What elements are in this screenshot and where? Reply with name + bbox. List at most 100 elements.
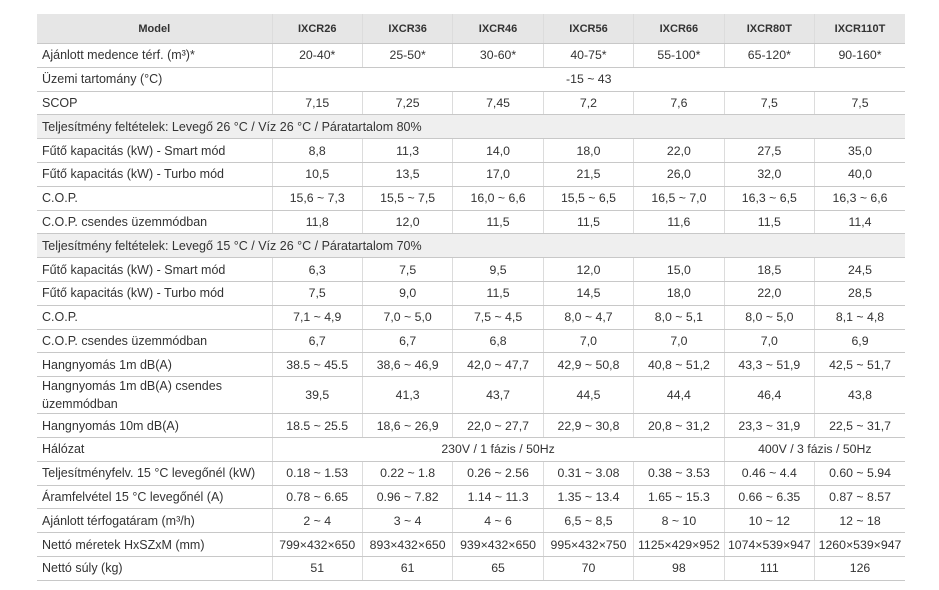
value-cell: 7,0 xyxy=(542,329,634,354)
section-label: Teljesítmény feltételek: Levegő 26 °C / … xyxy=(37,114,905,140)
table-row: C.O.P. 15,6 ~ 7,3 15,5 ~ 7,5 16,0 ~ 6,6 15,5… xyxy=(37,186,905,211)
value-cell: 40,8 ~ 51,2 xyxy=(633,352,725,378)
value-cell: 13,5 xyxy=(361,162,453,187)
value-cell: 65 xyxy=(452,556,544,581)
table-row: SCOP 7,15 7,25 7,45 7,2 7,6 7,5 7,5 xyxy=(37,91,905,116)
table-row: Nettó méretek HxSZxM (mm) 799×432×650 893×… xyxy=(37,532,905,557)
table-row: Fűtő kapacitás (kW) - Turbo mód 10,5 13,5 1… xyxy=(37,162,905,187)
value-cell: 30-60* xyxy=(452,43,544,68)
value-cell: 11,5 xyxy=(452,210,544,235)
value-cell: 6,8 xyxy=(452,329,544,354)
value-cell: 18.5 ~ 25.5 xyxy=(271,413,363,438)
value-cell: 55-100* xyxy=(633,43,725,68)
value-cell: 18,5 xyxy=(723,257,815,282)
value-cell: -15 ~ 43 xyxy=(271,67,905,92)
value-cell: 0.66 ~ 6.35 xyxy=(723,485,815,510)
value-cell: 70 xyxy=(542,556,634,581)
table-row: Teljesítményfelv. 15 °C levegőnél (kW) 0.… xyxy=(37,461,905,486)
value-cell: 111 xyxy=(723,556,815,581)
value-cell: 7,6 xyxy=(633,91,725,116)
value-cell: 7,0 ~ 5,0 xyxy=(361,305,453,330)
value-cell: 8,0 ~ 4,7 xyxy=(542,305,634,330)
value-cell: 6,3 xyxy=(271,257,363,282)
value-cell: 98 xyxy=(633,556,725,581)
value-cell: 7,1 ~ 4,9 xyxy=(271,305,363,330)
table-row: Hálózat 230V / 1 fázis / 50Hz 400V / 3 fáz… xyxy=(37,437,905,462)
row-label: Hangnyomás 1m dB(A) xyxy=(37,352,272,378)
table-row: Fűtő kapacitás (kW) - Smart mód 6,3 7,5 9,5… xyxy=(37,257,905,282)
table-row: Hangnyomás 10m dB(A) 18.5 ~ 25.5 18,6 ~ 26… xyxy=(37,413,905,438)
value-cell: 0.96 ~ 7.82 xyxy=(361,485,453,510)
value-cell: 7,5 xyxy=(271,281,363,306)
value-cell: 40,0 xyxy=(814,162,905,187)
row-label: Ajánlott medence térf. (m³)* xyxy=(37,43,272,68)
value-cell: 16,5 ~ 7,0 xyxy=(633,186,725,211)
value-cell: 22,0 xyxy=(723,281,815,306)
header-cell: IXCR80T xyxy=(723,14,815,44)
value-cell: 32,0 xyxy=(723,162,815,187)
value-cell: 893×432×650 xyxy=(361,532,453,557)
value-cell: 939×432×650 xyxy=(452,532,544,557)
row-label: C.O.P. xyxy=(37,186,272,211)
value-cell: 42,0 ~ 47,7 xyxy=(452,352,544,378)
value-cell: 61 xyxy=(361,556,453,581)
value-cell: 8,0 ~ 5,1 xyxy=(633,305,725,330)
row-label: Üzemi tartomány (°C) xyxy=(37,67,272,92)
value-cell: 90-160* xyxy=(814,43,905,68)
row-label: Teljesítményfelv. 15 °C levegőnél (kW) xyxy=(37,461,272,486)
value-cell: 126 xyxy=(814,556,905,581)
table-row: Áramfelvétel 15 °C levegőnél (A) 0.78 ~ 6… xyxy=(37,485,905,510)
value-cell: 1.14 ~ 11.3 xyxy=(452,485,544,510)
value-cell: 6,9 xyxy=(814,329,905,354)
table-row: Nettó súly (kg) 51 61 65 70 98 111 126 xyxy=(37,556,905,581)
value-cell: 1125×429×952 xyxy=(633,532,725,557)
value-cell: 7,25 xyxy=(361,91,453,116)
value-cell: 7,5 ~ 4,5 xyxy=(452,305,544,330)
header-row: Model IXCR26 IXCR36 IXCR46 IXCR56 IXCR66 IXCR8… xyxy=(37,14,905,44)
value-cell: 21,5 xyxy=(542,162,634,187)
value-cell: 1260×539×947 xyxy=(814,532,905,557)
row-label: SCOP xyxy=(37,91,272,116)
value-cell: 9,5 xyxy=(452,257,544,282)
header-cell: Model xyxy=(37,14,272,44)
value-cell: 43,3 ~ 51,9 xyxy=(723,352,815,378)
value-cell: 0.18 ~ 1.53 xyxy=(271,461,363,486)
value-cell: 2 ~ 4 xyxy=(271,508,363,534)
value-cell: 16,0 ~ 6,6 xyxy=(452,186,544,211)
value-cell: 10 ~ 12 xyxy=(723,508,815,534)
row-label: Hangnyomás 10m dB(A) xyxy=(37,413,272,438)
header-cell: IXCR46 xyxy=(452,14,544,44)
row-label: Fűtő kapacitás (kW) - Smart mód xyxy=(37,257,272,282)
header-cell: IXCR56 xyxy=(542,14,634,44)
value-cell: 15,5 ~ 6,5 xyxy=(542,186,634,211)
value-cell: 0.22 ~ 1.8 xyxy=(361,461,453,486)
value-cell: 15,0 xyxy=(633,257,725,282)
value-cell: 46,4 xyxy=(723,376,815,415)
row-label: C.O.P. xyxy=(37,305,272,330)
value-cell: 11,5 xyxy=(723,210,815,235)
table-row: Teljesítmény feltételek: Levegő 26 °C / … xyxy=(37,114,905,140)
value-cell: 1074×539×947 xyxy=(723,532,815,557)
header-cell: IXCR36 xyxy=(361,14,453,44)
value-cell: 27,5 xyxy=(723,138,815,163)
value-cell: 799×432×650 xyxy=(271,532,363,557)
value-cell: 11,4 xyxy=(814,210,905,235)
value-cell: 40-75* xyxy=(542,43,634,68)
table-row: Üzemi tartomány (°C) -15 ~ 43 xyxy=(37,67,905,92)
value-cell: 7,5 xyxy=(361,257,453,282)
table-body: Ajánlott medence térf. (m³)* 20-40* 25-50*… xyxy=(37,43,905,581)
value-cell: 24,5 xyxy=(814,257,905,282)
value-cell: 7,0 xyxy=(723,329,815,354)
value-cell: 11,5 xyxy=(542,210,634,235)
value-cell: 1.35 ~ 13.4 xyxy=(542,485,634,510)
value-cell: 0.26 ~ 2.56 xyxy=(452,461,544,486)
value-cell: 0.60 ~ 5.94 xyxy=(814,461,905,486)
value-cell: 11,8 xyxy=(271,210,363,235)
value-cell: 20-40* xyxy=(271,43,363,68)
value-cell: 0.38 ~ 3.53 xyxy=(633,461,725,486)
value-cell: 22,0 xyxy=(633,138,725,163)
header-cell: IXCR66 xyxy=(633,14,725,44)
value-cell: 39,5 xyxy=(271,376,363,415)
